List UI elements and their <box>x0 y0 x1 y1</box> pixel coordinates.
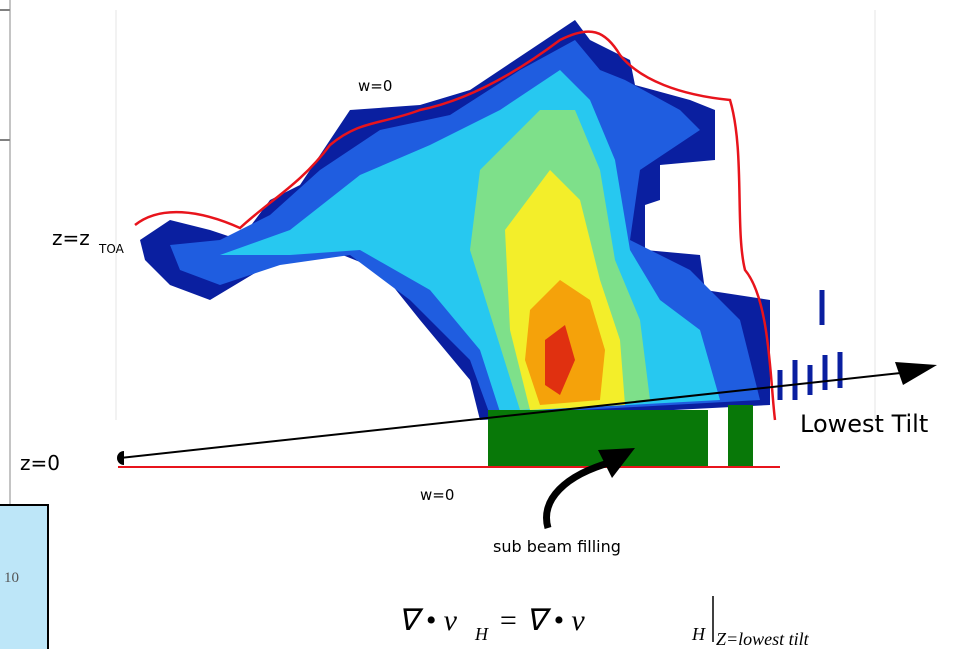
diagram: 10 w=0 z=z TOA z=0 w=0 Lowest Tilt sub b… <box>0 0 970 649</box>
eq-lhs-sub: H <box>474 624 489 644</box>
z-zero-label: z=0 <box>20 451 60 475</box>
tilt-arrowhead <box>895 362 937 385</box>
curved-arrow <box>547 462 612 528</box>
sub-beam-fill <box>488 410 708 467</box>
w-top-label: w=0 <box>358 77 392 95</box>
lowest-tilt-label: Lowest Tilt <box>800 410 928 438</box>
eq-eval-sub: Z=lowest tilt <box>716 629 810 649</box>
z-toa-label: z=z <box>52 226 90 250</box>
z-toa-sub: TOA <box>98 242 125 256</box>
eq-lhs: ∇ • v <box>398 604 458 637</box>
axis-tick: 10 <box>4 570 19 586</box>
sub-beam-fill-2 <box>728 405 753 467</box>
eq-rhs-sub: H <box>691 624 706 644</box>
w-bottom-label: w=0 <box>420 486 454 504</box>
page: 10 w=0 z=z TOA z=0 w=0 Lowest Tilt sub b… <box>0 0 970 649</box>
sub-beam-label: sub beam filling <box>493 537 621 556</box>
left-panel-box <box>0 10 10 140</box>
eq-rhs: = ∇ • v <box>498 604 585 637</box>
